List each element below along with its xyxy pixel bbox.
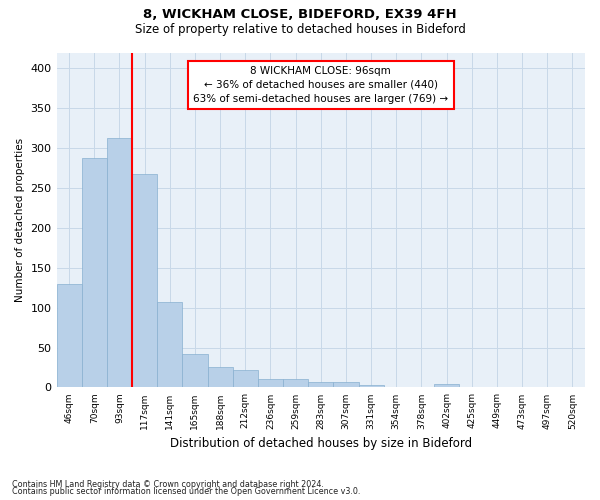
Text: Size of property relative to detached houses in Bideford: Size of property relative to detached ho… xyxy=(134,22,466,36)
Text: Contains public sector information licensed under the Open Government Licence v3: Contains public sector information licen… xyxy=(12,487,361,496)
Text: Contains HM Land Registry data © Crown copyright and database right 2024.: Contains HM Land Registry data © Crown c… xyxy=(12,480,324,489)
Bar xyxy=(107,138,132,388)
Bar xyxy=(283,380,308,388)
Bar xyxy=(334,382,359,388)
X-axis label: Distribution of detached houses by size in Bideford: Distribution of detached houses by size … xyxy=(170,437,472,450)
Bar xyxy=(258,380,283,388)
Bar xyxy=(434,384,459,388)
Text: 8, WICKHAM CLOSE, BIDEFORD, EX39 4FH: 8, WICKHAM CLOSE, BIDEFORD, EX39 4FH xyxy=(143,8,457,20)
Bar xyxy=(233,370,258,388)
Bar xyxy=(82,158,107,388)
Bar xyxy=(157,302,182,388)
Bar xyxy=(308,382,334,388)
Bar xyxy=(359,385,383,388)
Bar xyxy=(132,174,157,388)
Bar xyxy=(182,354,208,388)
Bar xyxy=(208,368,233,388)
Text: 8 WICKHAM CLOSE: 96sqm
← 36% of detached houses are smaller (440)
63% of semi-de: 8 WICKHAM CLOSE: 96sqm ← 36% of detached… xyxy=(193,66,448,104)
Bar xyxy=(56,284,82,388)
Y-axis label: Number of detached properties: Number of detached properties xyxy=(15,138,25,302)
